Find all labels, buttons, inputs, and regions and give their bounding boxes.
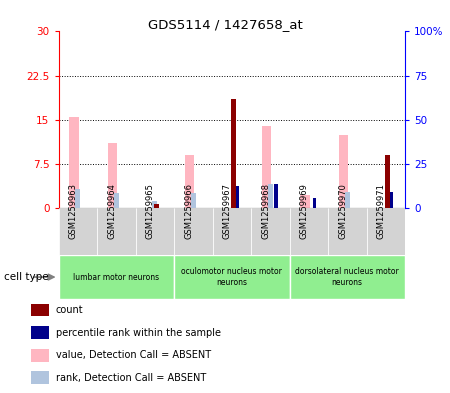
Text: cell type: cell type (4, 272, 49, 282)
Bar (184, 155, 194, 208)
Bar (153, 201, 157, 208)
Bar (261, 126, 271, 208)
Bar (191, 193, 196, 208)
Text: GSM1259969: GSM1259969 (300, 183, 309, 239)
Text: GSM1259964: GSM1259964 (107, 183, 116, 239)
Bar (31, 304, 50, 316)
Bar (338, 134, 348, 208)
Bar (289, 255, 405, 299)
Bar (274, 184, 278, 208)
Bar (76, 189, 80, 208)
Text: rank, Detection Call = ABSENT: rank, Detection Call = ABSENT (56, 373, 206, 383)
Bar (313, 198, 316, 208)
Bar (58, 208, 97, 255)
Bar (97, 208, 135, 255)
Text: GSM1259970: GSM1259970 (338, 183, 347, 239)
Text: count: count (56, 305, 83, 315)
Text: GSM1259968: GSM1259968 (261, 183, 270, 239)
Bar (390, 193, 393, 208)
Text: GDS5114 / 1427658_at: GDS5114 / 1427658_at (148, 18, 302, 31)
Text: GSM1259963: GSM1259963 (69, 183, 78, 239)
Bar (154, 204, 159, 208)
Text: percentile rank within the sample: percentile rank within the sample (56, 328, 220, 338)
Bar (58, 255, 174, 299)
Text: GSM1259965: GSM1259965 (146, 183, 155, 239)
Text: GSM1259971: GSM1259971 (377, 183, 386, 239)
Text: oculomotor nucleus motor
neurons: oculomotor nucleus motor neurons (181, 267, 282, 287)
Bar (236, 186, 239, 208)
Bar (69, 117, 79, 208)
Bar (135, 208, 174, 255)
Bar (31, 349, 50, 362)
Text: lumbar motor neurons: lumbar motor neurons (73, 273, 159, 281)
Bar (268, 184, 273, 208)
Bar (174, 255, 289, 299)
Bar (174, 208, 212, 255)
Bar (328, 208, 366, 255)
Bar (231, 99, 236, 208)
Bar (31, 371, 50, 384)
Bar (385, 155, 390, 208)
Bar (114, 193, 118, 208)
Bar (300, 195, 310, 208)
Text: value, Detection Call = ABSENT: value, Detection Call = ABSENT (56, 350, 211, 360)
Bar (212, 208, 251, 255)
Bar (345, 193, 350, 208)
Bar (251, 208, 289, 255)
Text: dorsolateral nucleus motor
neurons: dorsolateral nucleus motor neurons (295, 267, 399, 287)
Bar (289, 208, 328, 255)
Text: GSM1259967: GSM1259967 (223, 183, 232, 239)
Bar (108, 143, 117, 208)
Text: GSM1259966: GSM1259966 (184, 183, 193, 239)
Bar (366, 208, 405, 255)
Bar (31, 326, 50, 339)
